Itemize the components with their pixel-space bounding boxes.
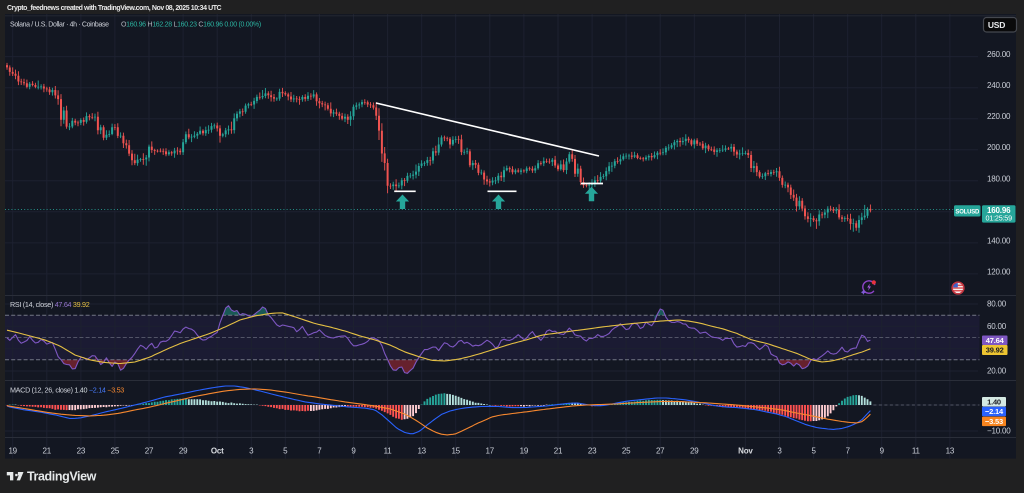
svg-text:27: 27: [145, 446, 154, 455]
svg-text:USD: USD: [988, 20, 1005, 30]
svg-text:13: 13: [946, 446, 955, 455]
svg-text:5: 5: [283, 446, 288, 455]
svg-text:Solana / U.S. Dollar · 4h · Co: Solana / U.S. Dollar · 4h · Coinbase: [10, 21, 109, 28]
svg-text:Crypto_feednews created with T: Crypto_feednews created with TradingView…: [7, 5, 222, 12]
svg-text:O160.96 H162.28 L160.23 C160.9: O160.96 H162.28 L160.23 C160.96 0.00 (0.…: [121, 21, 261, 28]
svg-text:01:25:59: 01:25:59: [986, 214, 1013, 223]
svg-text:21: 21: [43, 446, 52, 455]
svg-text:11: 11: [912, 446, 921, 455]
svg-text:29: 29: [690, 446, 699, 455]
svg-text:17: 17: [486, 446, 495, 455]
svg-text:9: 9: [351, 446, 356, 455]
svg-text:27: 27: [656, 446, 665, 455]
svg-text:11: 11: [384, 446, 393, 455]
svg-text:47.64: 47.64: [986, 336, 1005, 345]
svg-text:23: 23: [588, 446, 597, 455]
svg-text:3: 3: [777, 446, 782, 455]
svg-text:−10.00: −10.00: [987, 427, 1011, 436]
svg-text:Oct: Oct: [211, 446, 224, 455]
svg-text:160.96: 160.96: [987, 206, 1011, 215]
svg-text:Nov: Nov: [738, 446, 753, 455]
svg-text:SOLUSD: SOLUSD: [955, 209, 980, 215]
svg-text:29: 29: [179, 446, 188, 455]
svg-text:−2.14: −2.14: [985, 407, 1004, 416]
svg-text:25: 25: [111, 446, 120, 455]
svg-text:7: 7: [317, 446, 322, 455]
svg-text:140.00: 140.00: [987, 236, 1011, 245]
svg-text:39.92: 39.92: [986, 346, 1004, 355]
svg-text:240.00: 240.00: [987, 81, 1011, 90]
svg-text:15: 15: [451, 446, 460, 455]
svg-text:200.00: 200.00: [987, 143, 1011, 152]
svg-text:1.40: 1.40: [987, 397, 1001, 406]
svg-text:21: 21: [554, 446, 563, 455]
svg-text:5: 5: [811, 446, 816, 455]
svg-text:120.00: 120.00: [987, 267, 1011, 276]
svg-text:RSI (14, close) 47.64 39.92: RSI (14, close) 47.64 39.92: [10, 300, 90, 309]
svg-text:MACD (12, 26, close) 1.40 −2.1: MACD (12, 26, close) 1.40 −2.14 −3.53: [10, 385, 124, 394]
svg-text:13: 13: [417, 446, 426, 455]
svg-text:19: 19: [8, 446, 17, 455]
svg-text:3: 3: [249, 446, 254, 455]
svg-text:25: 25: [622, 446, 631, 455]
svg-text:19: 19: [520, 446, 529, 455]
svg-text:180.00: 180.00: [987, 174, 1011, 183]
svg-text:60.00: 60.00: [987, 322, 1007, 331]
svg-text:20.00: 20.00: [987, 367, 1007, 376]
svg-text:−3.53: −3.53: [985, 417, 1003, 426]
svg-text:9: 9: [880, 446, 885, 455]
svg-text:220.00: 220.00: [987, 112, 1011, 121]
svg-text:23: 23: [77, 446, 86, 455]
svg-text:7: 7: [846, 446, 851, 455]
svg-text:260.00: 260.00: [987, 50, 1011, 59]
svg-text:80.00: 80.00: [987, 300, 1007, 309]
svg-text:TradingView: TradingView: [27, 470, 97, 484]
